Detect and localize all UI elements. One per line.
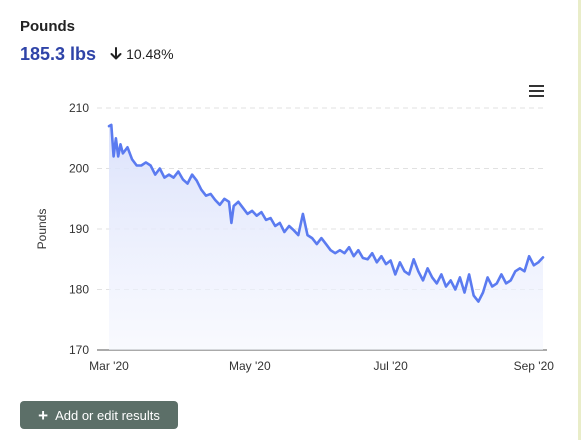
y-tick-label: 200 (69, 162, 89, 176)
y-axis-title: Pounds (35, 209, 49, 250)
x-axis-ticks: Mar '20 May '20 Jul '20 Sep '20 (89, 359, 554, 373)
y-tick-label: 170 (69, 343, 89, 357)
y-tick-label: 180 (69, 283, 89, 297)
x-tick-label: Sep '20 (514, 359, 555, 373)
series-area (109, 124, 543, 351)
panel-right-border (578, 0, 581, 440)
area-fill (109, 124, 543, 351)
x-tick-label: Jul '20 (373, 359, 408, 373)
add-edit-results-button[interactable]: + Add or edit results (20, 401, 178, 429)
plus-icon: + (38, 405, 49, 425)
change-value: 10.48% (126, 45, 174, 62)
current-value: 185.3 lbs (20, 44, 97, 64)
y-tick-label: 190 (69, 222, 89, 236)
arrow-down-icon (110, 47, 122, 60)
y-tick-label: 210 (69, 101, 89, 115)
y-axis-ticks: 170 180 190 200 210 (69, 101, 89, 357)
metric-title: Pounds (20, 18, 75, 35)
x-tick-label: May '20 (229, 359, 271, 373)
series-path (107, 123, 545, 303)
x-tick-label: Mar '20 (89, 359, 129, 373)
change-indicator: 10.48% (110, 45, 174, 62)
chart-menu-button[interactable] (526, 82, 548, 100)
add-button-label: Add or edit results (55, 407, 160, 423)
metric-summary: 185.3 lbs 10.48% (20, 44, 174, 65)
weight-chart: 170 180 190 200 210 Mar '20 May '20 Jul '20 Sep… (35, 101, 554, 373)
series-line (107, 123, 545, 303)
